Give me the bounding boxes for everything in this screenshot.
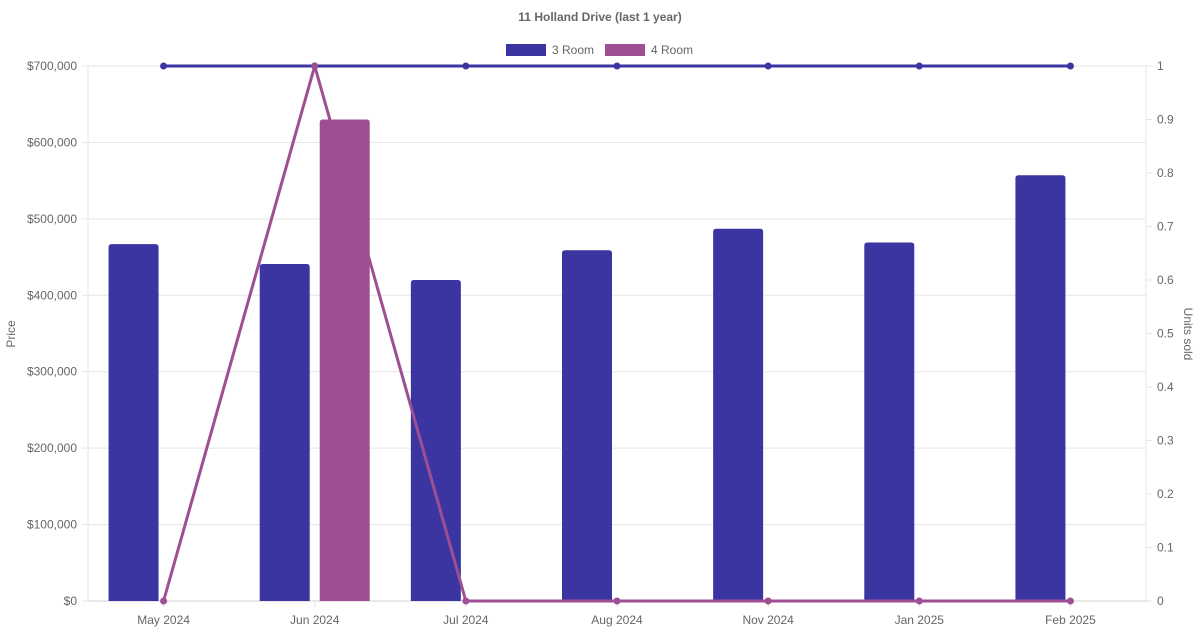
bar-4-room: [319, 119, 370, 601]
x-tick-label: Jan 2025: [895, 613, 945, 627]
legend-swatch-4-room[interactable]: [605, 44, 645, 56]
point-4-room: [764, 597, 772, 605]
y2-tick-label: 0.9: [1157, 113, 1174, 127]
x-tick-label: Aug 2024: [591, 613, 643, 627]
point-4-room: [311, 62, 319, 70]
legend-swatch-3-room[interactable]: [506, 44, 546, 56]
legend: 3 Room 4 Room: [506, 43, 693, 57]
y2-tick-label: 0.5: [1157, 327, 1174, 341]
y-tick-label: $0: [64, 594, 78, 608]
y-axis-title: Price: [4, 320, 18, 348]
y-tick-label: $300,000: [27, 365, 77, 379]
point-4-room: [915, 597, 923, 605]
y2-tick-label: 1: [1157, 59, 1164, 73]
point-4-room: [462, 597, 470, 605]
y-tick-label: $200,000: [27, 441, 77, 455]
bar-3-room: [1015, 175, 1066, 602]
point-3-room: [764, 62, 772, 70]
y2-tick-label: 0.3: [1157, 434, 1174, 448]
gridlines: [82, 65, 1152, 607]
point-4-room: [613, 597, 621, 605]
x-tick-label: Nov 2024: [742, 613, 794, 627]
y2-tick-label: 0.7: [1157, 220, 1174, 234]
y-axis-ticks: $0 $100,000 $200,000 $300,000 $400,000 $500,0…: [27, 59, 77, 608]
y2-tick-label: 0.2: [1157, 487, 1174, 501]
x-axis-ticks: May 2024 Jun 2024 Jul 2024 Aug 2024 Nov 2024…: [137, 613, 1096, 627]
x-tick-label: May 2024: [137, 613, 190, 627]
bar-3-room: [562, 250, 612, 601]
y-tick-label: $500,000: [27, 212, 77, 226]
point-3-room: [160, 62, 168, 70]
y-tick-label: $100,000: [27, 518, 77, 532]
y2-tick-label: 0.4: [1157, 380, 1174, 394]
bar-series: [108, 119, 1066, 602]
y-tick-label: $600,000: [27, 135, 77, 149]
point-3-room: [915, 62, 923, 70]
y2-tick-label: 0.1: [1157, 541, 1174, 555]
x-tick-label: Feb 2025: [1045, 613, 1096, 627]
y-tick-label: $400,000: [27, 288, 77, 302]
chart-title: 11 Holland Drive (last 1 year): [518, 10, 681, 24]
point-3-room: [462, 62, 470, 70]
legend-label-4-room[interactable]: 4 Room: [651, 43, 693, 57]
x-tick-label: Jun 2024: [290, 613, 340, 627]
y-tick-label: $700,000: [27, 59, 77, 73]
y2-tick-label: 0.8: [1157, 166, 1174, 180]
point-4-room: [160, 597, 168, 605]
bar-3-room: [108, 244, 159, 602]
point-4-room: [1066, 597, 1074, 605]
bar-3-room: [864, 242, 915, 602]
point-3-room: [1066, 62, 1074, 70]
y2-axis-ticks: 0 0.1 0.2 0.3 0.4 0.5 0.6 0.7 0.8 0.9 1: [1157, 59, 1174, 608]
bar-3-room: [410, 280, 461, 601]
y2-tick-label: 0.6: [1157, 273, 1174, 287]
bar-3-room: [713, 228, 764, 602]
line-series: [160, 62, 1074, 605]
y2-tick-label: 0: [1157, 594, 1164, 608]
y2-axis-title: Units sold: [1181, 308, 1195, 361]
x-tick-label: Jul 2024: [443, 613, 489, 627]
legend-label-3-room[interactable]: 3 Room: [552, 43, 594, 57]
point-3-room: [613, 62, 621, 70]
bar-3-room: [259, 263, 310, 601]
